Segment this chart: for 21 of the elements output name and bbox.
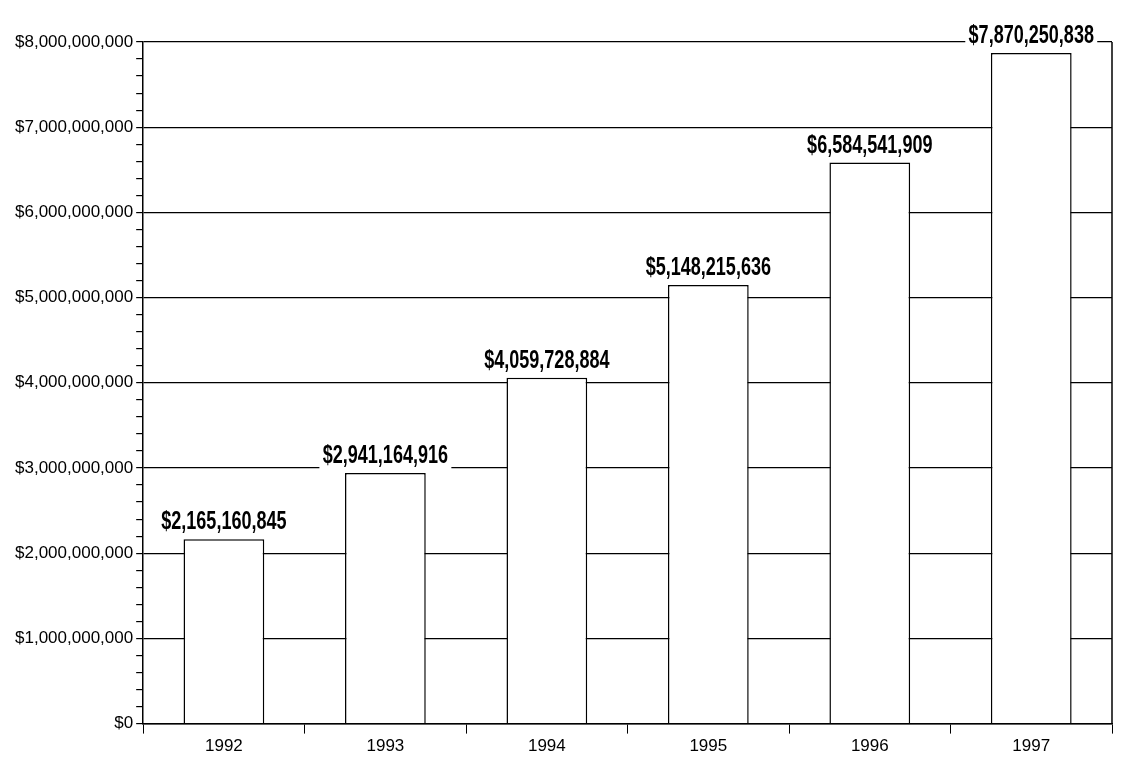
y-tick-label: $8,000,000,000 — [15, 31, 134, 51]
data-label: $2,941,164,916 — [322, 440, 449, 470]
x-tick-label: 1993 — [366, 736, 405, 756]
data-label: $7,870,250,838 — [968, 20, 1094, 50]
x-tick-label: 1994 — [527, 736, 566, 756]
x-tick-label: 1992 — [204, 736, 243, 756]
y-tick-label: $1,000,000,000 — [15, 628, 134, 648]
y-tick-label: $6,000,000,000 — [15, 202, 134, 222]
x-tick-label: 1996 — [850, 736, 889, 756]
data-label: $6,584,541,909 — [807, 129, 933, 159]
y-tick-label: $2,000,000,000 — [15, 542, 134, 562]
data-label: $5,148,215,636 — [645, 252, 772, 282]
x-tick-label: 1995 — [689, 736, 728, 756]
x-tick-label: 1997 — [1012, 736, 1051, 756]
y-tick-label: $0 — [114, 713, 134, 733]
y-tick-label: $4,000,000,000 — [15, 372, 134, 392]
y-tick-label: $5,000,000,000 — [15, 287, 134, 307]
y-tick-label: $3,000,000,000 — [15, 457, 134, 477]
data-label: $2,165,160,845 — [161, 506, 287, 536]
y-tick-label: $7,000,000,000 — [15, 116, 134, 136]
data-label: $4,059,728,884 — [484, 345, 611, 374]
